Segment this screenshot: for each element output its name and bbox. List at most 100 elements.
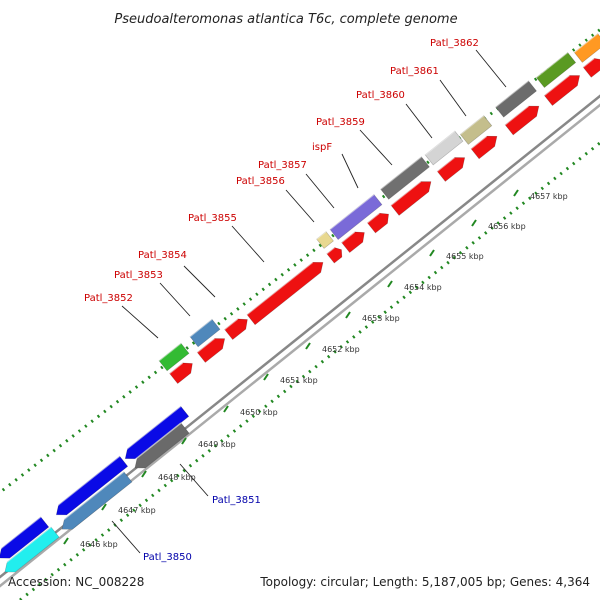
label-leader-line <box>231 225 265 263</box>
label-leader-line <box>285 189 315 223</box>
gene-red-10-highlight <box>504 105 530 126</box>
gene-label-forward: Patl_3852 <box>84 293 133 304</box>
gene-red-12 <box>582 57 600 78</box>
gene-label-forward: Patl_3857 <box>258 160 307 171</box>
scale-tick-label: 4649 kbp <box>198 440 236 449</box>
gene-ispf-small-highlight <box>316 230 327 240</box>
gene-red-8-highlight <box>436 156 455 172</box>
scale-tick-label: 4657 kbp <box>530 192 568 201</box>
scale-tick <box>345 311 351 319</box>
gene-red-4-highlight <box>326 246 335 255</box>
gene-red-1 <box>169 362 193 384</box>
gene-blue-2 <box>51 455 129 516</box>
gene-patl-3859-highlight <box>380 156 422 190</box>
gene-blue-2-highlight <box>51 455 121 511</box>
gene-patl-3860 <box>424 130 464 166</box>
label-leader-line <box>179 463 209 497</box>
scale-tick-label: 4651 kbp <box>280 376 318 385</box>
gene-blue-3 <box>0 516 50 559</box>
gene-blue-3-highlight <box>0 516 42 554</box>
scale-tick <box>387 280 393 288</box>
scale-tick <box>513 189 519 197</box>
gene-ispf-small-shape <box>316 231 334 249</box>
gene-patl-3862b <box>535 51 577 88</box>
gene-patl-3860-highlight <box>424 130 456 156</box>
gene-red-11 <box>543 74 581 106</box>
gene-red-7-highlight <box>390 180 422 206</box>
gene-ispf <box>329 193 383 240</box>
gene-red-12-highlight <box>582 57 595 68</box>
scale-tick <box>63 537 69 545</box>
gene-patl-3862c <box>573 32 600 63</box>
scale-tick-label: 4648 kbp <box>158 473 196 482</box>
inner-tick-ring <box>19 140 600 600</box>
gene-patl-3861 <box>459 114 493 145</box>
scale-tick <box>471 219 477 227</box>
scale-tick <box>263 373 269 381</box>
gene-red-10 <box>504 105 540 136</box>
gene-red-3-highlight <box>224 318 239 330</box>
gene-patl-3852-highlight <box>158 342 182 362</box>
gene-ispf-small <box>316 230 334 249</box>
accession-text: Accession: NC_008228 <box>8 575 144 589</box>
gene-red-7 <box>390 180 432 216</box>
gene-grey-1-highlight <box>130 422 182 464</box>
scale-tick-label: 4650 kbp <box>240 408 278 417</box>
scale-tick-label: 4654 kbp <box>404 283 442 292</box>
gene-patl-3851 <box>57 471 133 530</box>
gene-patl-3862a <box>495 80 537 118</box>
gene-blue-1-highlight <box>120 405 182 455</box>
scale-ticks: 4646 kbp 4647 kbp 4648 kbp 4649 kbp 4650 kbp… <box>63 189 568 549</box>
label-leader-line <box>183 265 216 298</box>
map-title: Pseudoalteromonas atlantica T6c, complet… <box>114 12 457 27</box>
gene-red-1-highlight <box>169 362 184 374</box>
scale-tick-label: 4647 kbp <box>118 506 156 515</box>
gene-red-5 <box>341 231 365 253</box>
gene-red-9 <box>470 135 498 160</box>
gene-red-2 <box>196 337 226 363</box>
gene-patl-3852 <box>158 342 190 372</box>
label-leader-line <box>475 49 507 88</box>
gene-red-6-highlight <box>366 212 380 224</box>
label-leader-line <box>439 79 467 117</box>
genome-summary-text: Topology: circular; Length: 5,187,005 bp… <box>259 575 590 589</box>
gene-label-forward: Patl_3859 <box>316 117 365 128</box>
gene-patl-3855-body <box>246 261 324 326</box>
gene-labels: Patl_3852 Patl_3853 Patl_3854 Patl_3855 Patl… <box>84 38 479 563</box>
scale-tick <box>305 342 311 350</box>
label-leader-line <box>405 103 433 139</box>
scale-tick-label: 4655 kbp <box>446 252 484 261</box>
gene-patl-3855-body-highlight <box>246 261 314 316</box>
gene-red-8 <box>436 156 466 182</box>
scale-tick <box>101 503 107 511</box>
label-leader-line <box>341 153 359 189</box>
gene-red-9-highlight <box>470 135 488 150</box>
label-leader-line <box>111 520 141 554</box>
scale-tick <box>181 437 187 445</box>
gene-patl-3862b-highlight <box>535 51 569 78</box>
gene-red-5-highlight <box>341 231 356 243</box>
gene-patl-3850 <box>0 526 60 573</box>
gene-label-forward: Patl_3855 <box>188 213 237 224</box>
gene-label-forward: Patl_3853 <box>114 270 163 281</box>
gene-patl-3850-highlight <box>0 526 52 568</box>
scale-tick-label: 4646 kbp <box>80 540 118 549</box>
gene-patl-3859 <box>380 156 430 200</box>
gene-patl-3862c-highlight <box>573 32 599 53</box>
gene-patl-3853 <box>189 318 221 348</box>
scale-tick <box>429 249 435 257</box>
gene-grey-1 <box>130 422 190 469</box>
gene-patl-3855-body-shape <box>246 261 324 326</box>
backbone-inner <box>0 103 600 588</box>
scale-tick-label: 4656 kbp <box>488 222 526 231</box>
label-leader-line <box>305 173 335 209</box>
gene-red-4-shape <box>326 247 343 264</box>
gene-label-forward: ispF <box>312 142 332 153</box>
gene-patl-3853-highlight <box>189 318 213 338</box>
scale-tick-label: 4653 kbp <box>362 314 400 323</box>
scale-tick <box>141 470 147 478</box>
gene-red-2-highlight <box>196 337 215 353</box>
gene-red-3 <box>224 318 248 340</box>
label-leader-line <box>359 129 393 166</box>
